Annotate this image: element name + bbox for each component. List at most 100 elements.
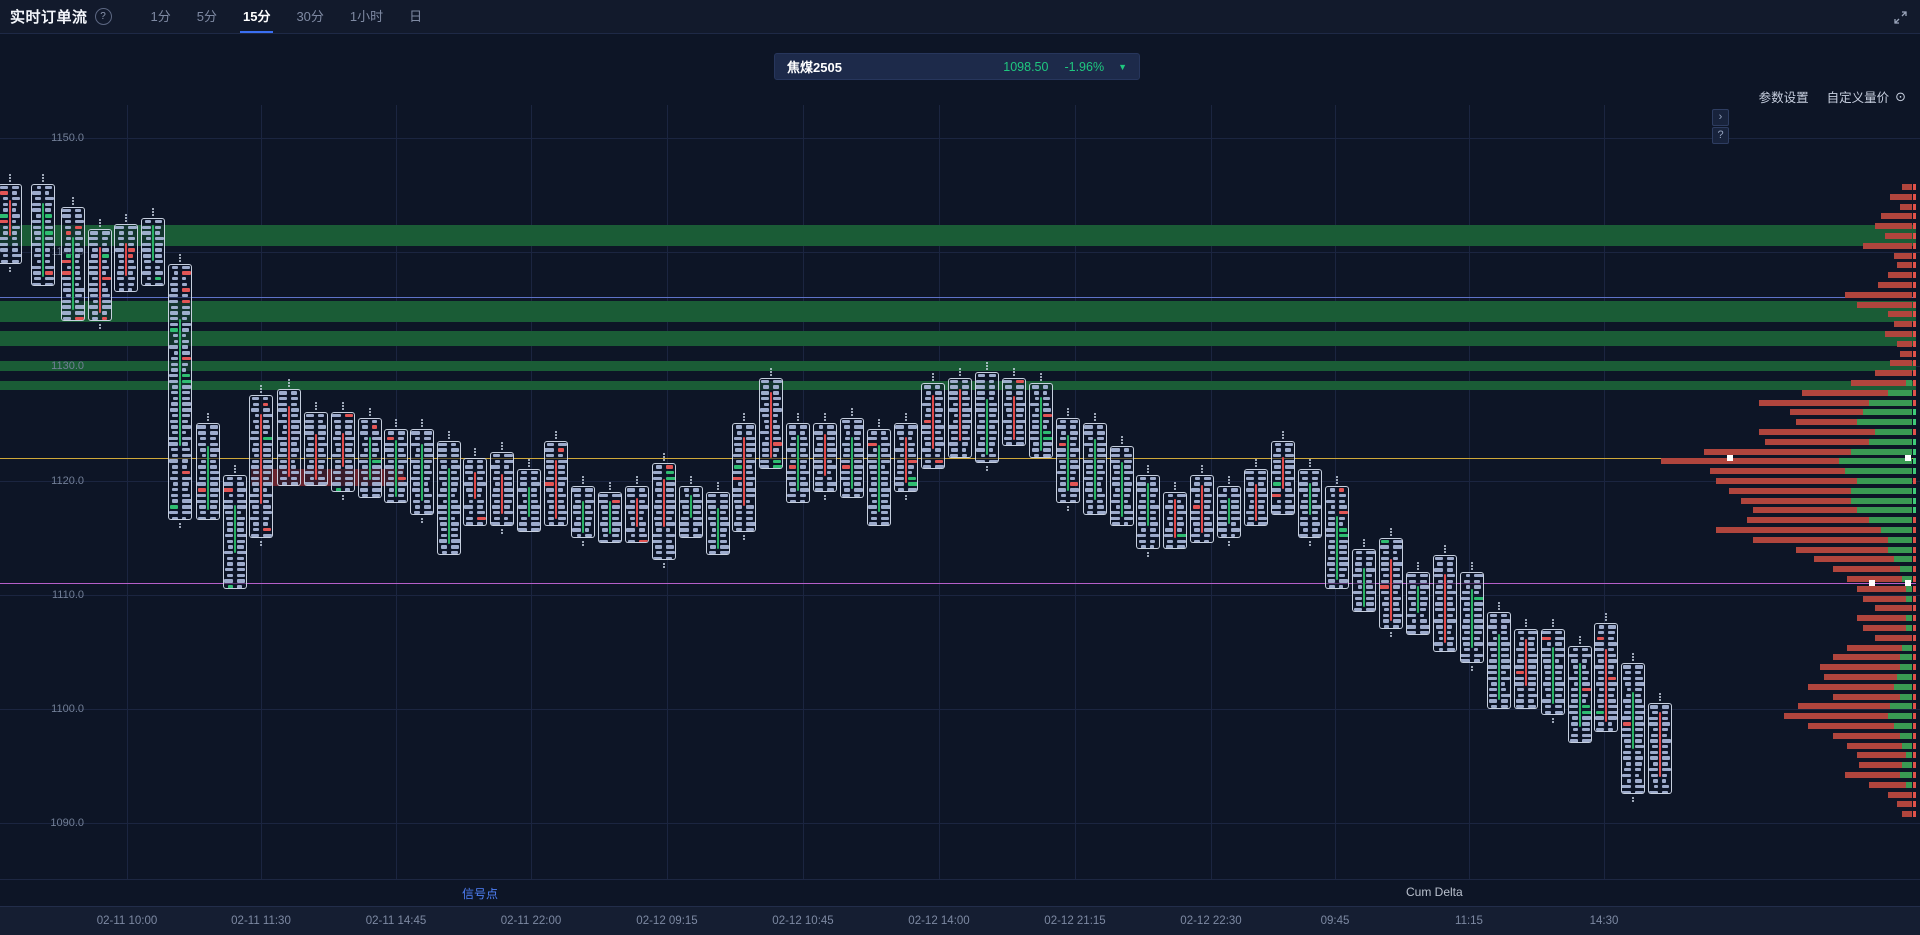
- footprint-candle[interactable]: [652, 463, 676, 561]
- footprint-candle[interactable]: [1190, 474, 1214, 544]
- timeframe-tab[interactable]: 1小时: [349, 9, 384, 24]
- footprint-candle[interactable]: [1002, 377, 1026, 447]
- volume-profile-tick: [1913, 644, 1916, 651]
- imbalance-dots: [1632, 653, 1634, 662]
- footprint-candle[interactable]: [1083, 423, 1107, 515]
- footprint-candle[interactable]: [706, 491, 730, 555]
- supply-demand-zone: [0, 301, 1916, 322]
- footprint-candle[interactable]: [840, 417, 864, 498]
- footprint-candle[interactable]: [1514, 628, 1538, 709]
- footprint-candle[interactable]: [1244, 469, 1268, 527]
- footprint-candle[interactable]: [304, 412, 328, 487]
- footprint-candle[interactable]: [679, 486, 703, 538]
- footprint-candle[interactable]: [223, 474, 247, 589]
- footprint-candle[interactable]: [114, 223, 138, 293]
- footprint-candle[interactable]: [168, 263, 192, 521]
- volume-profile-bar-sell: [1796, 546, 1888, 553]
- eye-icon[interactable]: ⊙: [1895, 88, 1906, 104]
- help-icon[interactable]: ?: [94, 8, 112, 25]
- footprint-candle[interactable]: [1163, 491, 1187, 549]
- footprint-candle[interactable]: [1406, 571, 1430, 635]
- footprint-candle[interactable]: [1379, 537, 1403, 629]
- footprint-candle[interactable]: [141, 217, 165, 287]
- footprint-candle[interactable]: [1325, 486, 1349, 589]
- volume-profile-tick: [1913, 546, 1916, 553]
- footprint-candle[interactable]: [894, 423, 918, 492]
- price-marker: [1905, 580, 1911, 587]
- footprint-candle[interactable]: [759, 377, 783, 470]
- cumdelta-pane-label[interactable]: Cum Delta: [1406, 885, 1463, 899]
- footprint-candle[interactable]: [948, 377, 972, 458]
- footprint-candle[interactable]: [277, 389, 301, 487]
- volume-profile-tick: [1913, 654, 1916, 661]
- symbol-selector[interactable]: 焦煤2505 1098.50 -1.96% ▼: [774, 53, 1140, 80]
- time-axis[interactable]: 02-11 10:00 02-11 11:30 02-11 14:45 02-11 2…: [0, 906, 1920, 935]
- footprint-candle[interactable]: [1541, 628, 1565, 715]
- footprint-candle[interactable]: [358, 417, 382, 498]
- footprint-candle[interactable]: [1433, 554, 1457, 652]
- volume-profile-bar-sell: [1888, 791, 1912, 798]
- footprint-candle[interactable]: [1110, 446, 1134, 527]
- volume-profile-bar-sell: [1808, 683, 1894, 690]
- footprint-candle[interactable]: [1217, 486, 1241, 538]
- footprint-candle[interactable]: [437, 440, 461, 555]
- footprint-candle[interactable]: [88, 229, 112, 321]
- footprint-candle[interactable]: [1271, 440, 1295, 515]
- footprint-candle[interactable]: [331, 412, 355, 492]
- volume-profile-tick: [1913, 272, 1916, 279]
- footprint-candle[interactable]: [625, 486, 649, 544]
- footprint-candle[interactable]: [732, 423, 756, 532]
- footprint-candle[interactable]: [1352, 549, 1376, 612]
- timeframe-tab[interactable]: 15分: [230, 0, 283, 33]
- footprint-candle[interactable]: [1298, 469, 1322, 538]
- footprint-candle[interactable]: [1648, 703, 1672, 795]
- footprint-candle[interactable]: [1029, 383, 1053, 458]
- footprint-candle[interactable]: [1056, 417, 1080, 504]
- price-axis-label: 1090.0: [50, 817, 84, 829]
- footprint-candle[interactable]: [490, 451, 514, 527]
- footprint-candle[interactable]: [544, 440, 568, 527]
- footprint-candle[interactable]: [867, 429, 891, 527]
- footprint-candle[interactable]: [598, 491, 622, 544]
- footprint-candle[interactable]: [1594, 623, 1618, 732]
- imbalance-dots: [1552, 618, 1554, 627]
- volume-profile-bar-buy: [1900, 772, 1912, 778]
- footprint-candle[interactable]: [0, 183, 22, 264]
- footprint-candle[interactable]: [31, 183, 55, 287]
- timeframe-tab[interactable]: 30分: [296, 9, 324, 24]
- footprint-candle[interactable]: [1487, 611, 1511, 709]
- volume-profile-bar-sell: [1857, 301, 1912, 308]
- custom-volume-button[interactable]: 自定义量价: [1826, 91, 1890, 105]
- footprint-candle[interactable]: [1136, 474, 1160, 549]
- collapse-button[interactable]: ›: [1712, 109, 1729, 126]
- volume-profile-tick: [1913, 605, 1916, 612]
- timeframe-tab[interactable]: 1分: [150, 9, 171, 24]
- footprint-candle[interactable]: [975, 372, 999, 464]
- expand-icon[interactable]: [1893, 10, 1908, 25]
- signal-pane-label[interactable]: 信号点: [462, 887, 499, 901]
- panel-help-button[interactable]: ?: [1712, 127, 1729, 144]
- footprint-candle[interactable]: [786, 423, 810, 504]
- footprint-candle[interactable]: [517, 469, 541, 532]
- symbol-price: 1098.50: [1003, 59, 1049, 74]
- imbalance-dots: [609, 481, 611, 490]
- timeframe-tab[interactable]: 5分: [196, 9, 217, 24]
- footprint-candle[interactable]: [1460, 571, 1484, 664]
- footprint-candle[interactable]: [463, 457, 487, 527]
- footprint-candle[interactable]: [249, 394, 273, 538]
- imbalance-dots: [260, 540, 262, 546]
- settings-button[interactable]: 参数设置: [1758, 91, 1809, 105]
- volume-profile-bar-buy: [1902, 762, 1912, 769]
- footprint-candle[interactable]: [61, 206, 85, 321]
- footprint-candle[interactable]: [1621, 663, 1645, 795]
- footprint-candle[interactable]: [410, 429, 434, 515]
- footprint-candle[interactable]: [1568, 646, 1592, 744]
- footprint-candle[interactable]: [921, 383, 945, 470]
- footprint-candle[interactable]: [196, 423, 220, 521]
- footprint-candle[interactable]: [813, 423, 837, 492]
- timeframe-tab[interactable]: 日: [409, 9, 423, 24]
- footprint-candle[interactable]: [571, 486, 595, 538]
- volume-profile-bar-sell: [1888, 272, 1912, 279]
- footprint-candle[interactable]: [384, 429, 408, 504]
